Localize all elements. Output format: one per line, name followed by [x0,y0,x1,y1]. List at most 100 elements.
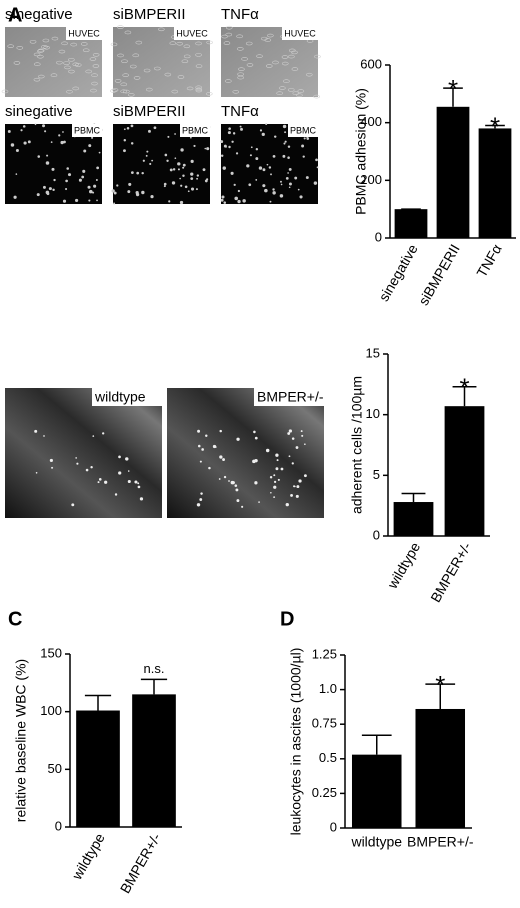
cell-spot [221,195,225,199]
cell-spot [164,153,168,157]
cell-shape [7,44,14,48]
cell-spot [190,172,194,176]
cell-spot [316,166,319,169]
y-tick-label: 15 [366,345,380,360]
cell-shape [91,73,98,77]
bar [444,406,485,536]
cell-spot [114,493,118,496]
cell-spot [219,455,223,459]
cell-shape [237,72,244,77]
cell-spot [266,163,269,166]
bar [393,502,434,536]
cell-spot [204,147,207,150]
cell-spot [113,202,116,205]
cell-spot [82,169,86,173]
cell-spot [190,177,194,181]
cell-spot [295,494,299,498]
cell-spot [34,429,38,433]
cell-spot [139,497,144,501]
y-tick-label: 0.75 [312,716,337,731]
cell-spot [306,137,310,140]
cell-shape [37,48,45,53]
cell-spot [270,173,272,176]
image-label: siBMPERII [113,103,186,120]
cell-spot [141,190,145,195]
cell-shape [291,67,299,71]
cell-shape [63,61,70,65]
cell-shape [37,54,44,59]
cell-spot [96,166,100,170]
cell-shape [296,93,303,98]
cell-spot [296,485,300,489]
cell-spot [236,499,240,502]
tag-box [180,124,210,137]
cell-shape [129,64,137,69]
cell-spot [288,429,293,433]
cell-spot [51,167,55,171]
cell-shape [281,55,289,59]
cell-shape [313,94,320,99]
cell-spot [15,173,18,175]
cell-spot [85,468,89,472]
cell-spot [118,471,122,475]
cell-spot [279,194,284,198]
cell-spot [190,159,194,163]
cell-spot [277,478,280,481]
cell-spot [35,471,38,474]
error-bar [485,124,505,129]
cell-spot [222,166,226,170]
cell-spot [301,434,304,437]
cell-spot [149,162,152,166]
image-label: siBMPERII [113,6,186,23]
cell-spot [27,140,31,144]
cell-spot [189,136,192,139]
cell-spot [294,485,296,488]
cell-spot [58,134,61,137]
cell-spot [284,131,287,134]
cell-spot [179,200,184,205]
micrograph [221,124,318,204]
cell-spot [88,199,91,202]
tag-box [254,388,324,406]
cell-shape [13,61,21,65]
cell-spot [127,479,131,484]
cell-shape [124,30,132,35]
cell-shape [206,40,213,45]
cell-spot [196,503,201,507]
cell-shape [261,36,268,41]
cell-spot [65,187,68,191]
cell-spot [264,188,268,193]
cell-spot [130,124,134,128]
cell-spot [184,185,188,189]
cell-spot [89,189,93,194]
y-axis-label: relative baseline WBC (%) [13,659,29,822]
cell-spot [269,200,272,203]
cell-spot [272,191,276,195]
image-tag: wildtype [94,389,146,405]
cell-spot [262,184,266,188]
cell-spot [302,155,305,158]
image-label: TNFα [221,103,259,120]
cell-spot [288,167,292,171]
cell-shape [236,47,244,51]
cell-spot [169,168,173,172]
cell-spot [265,123,268,126]
bar [436,106,470,238]
cell-spot [90,466,93,469]
cell-spot [22,125,26,128]
cell-shape [127,93,135,97]
cell-spot [167,135,170,138]
cell-spot [236,437,240,441]
cell-spot [222,458,225,461]
cell-spot [282,124,287,129]
cell-spot [255,179,258,181]
cell-spot [171,181,176,185]
cell-spot [88,144,92,148]
cell-shape [221,34,228,39]
cell-spot [300,430,303,433]
cell-spot [301,144,305,148]
cell-spot [265,448,270,453]
cell-spot [130,171,134,174]
cell-shape [181,59,189,64]
